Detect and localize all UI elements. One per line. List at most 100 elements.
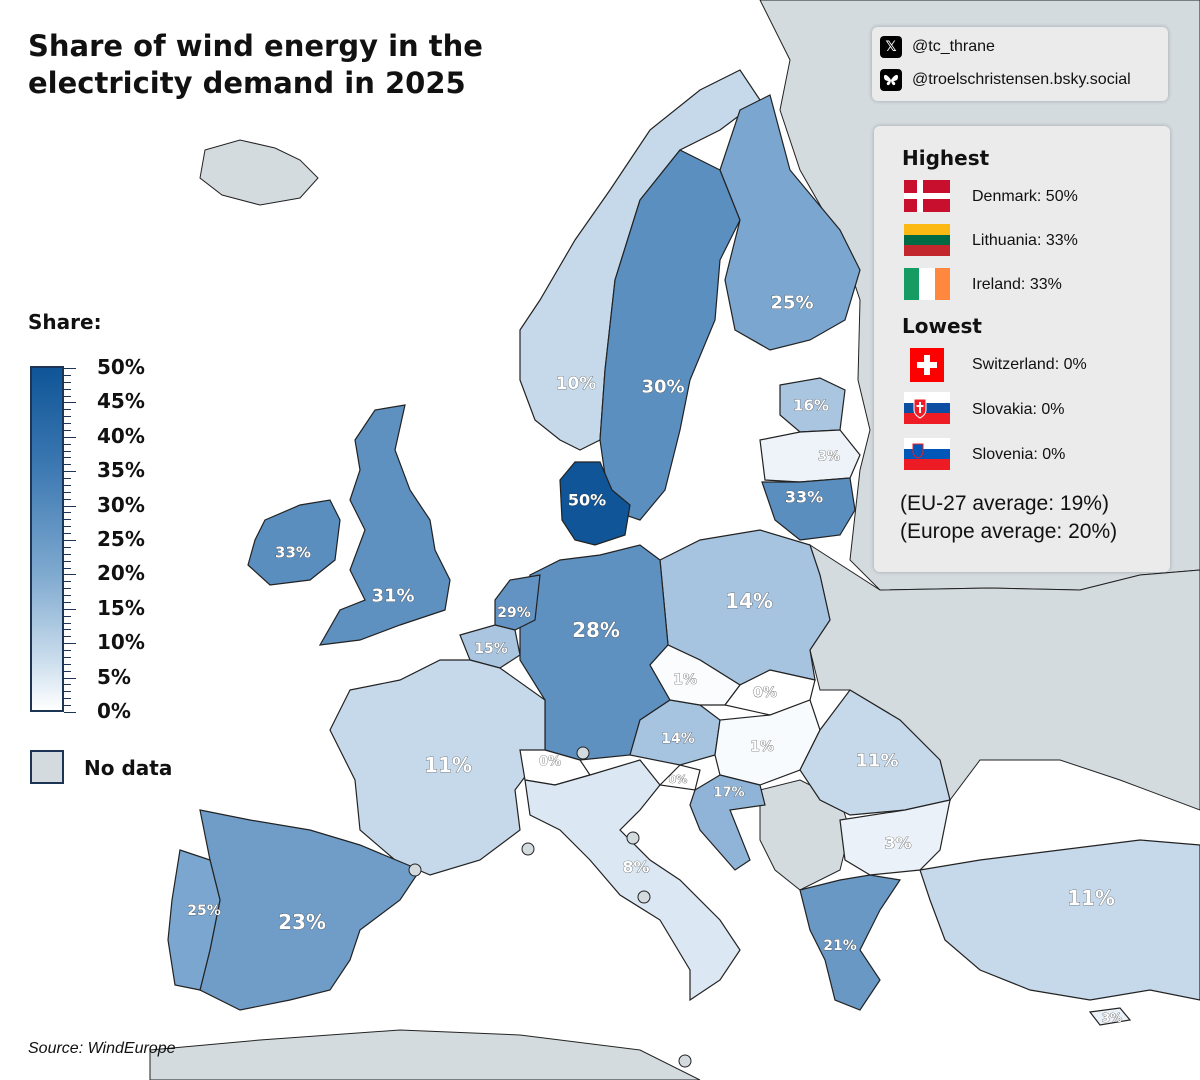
scale-tick xyxy=(64,409,71,411)
scale-tick xyxy=(64,533,71,535)
scale-tick xyxy=(64,656,71,658)
scale-tick-label: 20% xyxy=(97,561,145,586)
scale-tick xyxy=(64,478,71,480)
country-label-sweden: 30% xyxy=(641,376,684,397)
highest-entry-1: Denmark: 50% xyxy=(972,188,1078,205)
scale-tick xyxy=(64,402,76,404)
scale-tick xyxy=(64,560,71,562)
country-label-spain: 23% xyxy=(278,910,326,934)
scale-tick xyxy=(64,670,71,672)
scale-tick xyxy=(64,574,76,576)
scale-tick xyxy=(64,374,71,376)
lithuania-flag xyxy=(904,224,950,256)
scale-tick-label: 50% xyxy=(97,355,145,379)
country-romania xyxy=(799,689,951,816)
lowest-entry-3: Slovenia: 0% xyxy=(972,446,1066,463)
country-slovenia xyxy=(658,764,701,791)
scale-tick xyxy=(64,484,71,486)
scale-tick-label: 15% xyxy=(97,595,145,620)
credit-x[interactable]: 𝕏 @tc_thrane xyxy=(880,36,995,58)
scale-tick xyxy=(64,684,71,686)
credit-bluesky[interactable]: @troelschristensen.bsky.social xyxy=(880,69,1131,91)
country-lithuania xyxy=(761,477,856,541)
lowest-entry-2: Slovakia: 0% xyxy=(972,401,1065,418)
country-label-united-kingdom: 31% xyxy=(371,585,414,606)
scale-tick xyxy=(64,505,76,507)
highest-entry-3: Ireland: 33% xyxy=(972,276,1062,293)
scale-tick xyxy=(64,540,76,541)
country-turkey xyxy=(919,839,1200,1001)
country-label-romania: 11% xyxy=(855,750,898,771)
scale-tick xyxy=(64,416,71,418)
country-ireland xyxy=(247,499,341,586)
scale-tick-label: 5% xyxy=(97,664,131,689)
sea-islands xyxy=(408,746,692,1068)
scale-tick xyxy=(64,423,71,425)
scale-tick xyxy=(64,395,71,397)
scale-tick xyxy=(64,698,71,700)
scale-tick xyxy=(64,429,71,431)
title-line-1: Share of wind energy in the xyxy=(28,29,483,63)
scale-tick xyxy=(64,608,76,610)
scale-tick xyxy=(64,519,71,521)
butterfly-icon xyxy=(880,69,902,91)
scale-tick-label: 40% xyxy=(97,423,145,448)
country-label-lithuania: 33% xyxy=(785,488,823,507)
scale-tick-label: 25% xyxy=(97,527,145,551)
scale-tick xyxy=(64,712,76,713)
country-croatia xyxy=(689,774,766,871)
country-label-switzerland: 0% xyxy=(539,755,561,770)
lowest-heading: Lowest xyxy=(902,314,982,338)
island-marker xyxy=(678,1054,692,1068)
legend-share-title: Share: xyxy=(28,310,102,334)
country-label-belgium: 15% xyxy=(474,641,508,657)
scale-tick xyxy=(64,636,71,638)
scale-tick-label: 0% xyxy=(97,699,131,723)
scale-tick xyxy=(64,512,71,514)
scale-tick xyxy=(64,629,71,631)
scale-tick xyxy=(64,436,76,438)
scale-tick xyxy=(64,381,71,383)
scale-tick-label: 45% xyxy=(97,389,145,414)
scale-tick xyxy=(64,464,71,466)
credit-bluesky-handle: @troelschristensen.bsky.social xyxy=(912,71,1131,88)
country-label-germany: 28% xyxy=(572,618,620,642)
country-label-turkey: 11% xyxy=(1067,886,1115,910)
no-data-swatch xyxy=(30,750,64,784)
island-marker xyxy=(408,863,422,877)
country-united-kingdom xyxy=(318,404,451,646)
country-france xyxy=(329,659,546,876)
country-portugal xyxy=(167,849,221,991)
scale-tick xyxy=(64,388,71,390)
scale-tick xyxy=(64,643,76,645)
scale-tick xyxy=(64,546,71,548)
iceland-land xyxy=(199,139,319,206)
country-label-czechia: 1% xyxy=(673,672,697,688)
lowest-entry-1: Switzerland: 0% xyxy=(972,356,1087,373)
scale-tick xyxy=(64,601,71,603)
country-label-bulgaria: 3% xyxy=(884,834,911,853)
color-scale-bar xyxy=(30,366,64,712)
scale-tick xyxy=(64,443,71,445)
countries xyxy=(167,69,1200,1026)
scale-tick xyxy=(64,498,71,500)
scale-tick xyxy=(64,691,71,693)
country-sweden xyxy=(599,149,741,521)
scale-tick xyxy=(64,567,71,569)
scale-tick xyxy=(64,457,71,459)
country-label-slovenia: 0% xyxy=(669,773,688,786)
country-label-croatia: 17% xyxy=(713,786,744,801)
island-marker xyxy=(626,831,640,845)
country-label-france: 11% xyxy=(424,753,472,777)
scale-tick-label: 10% xyxy=(97,630,145,655)
scale-tick xyxy=(64,650,71,652)
switzerland-flag xyxy=(910,348,944,382)
country-finland xyxy=(719,94,861,351)
country-label-slovakia: 0% xyxy=(753,685,777,701)
scale-tick xyxy=(64,588,71,590)
country-label-hungary: 1% xyxy=(750,739,774,755)
country-label-netherlands: 29% xyxy=(497,605,531,621)
country-label-finland: 25% xyxy=(770,292,813,313)
scale-tick xyxy=(64,677,76,679)
